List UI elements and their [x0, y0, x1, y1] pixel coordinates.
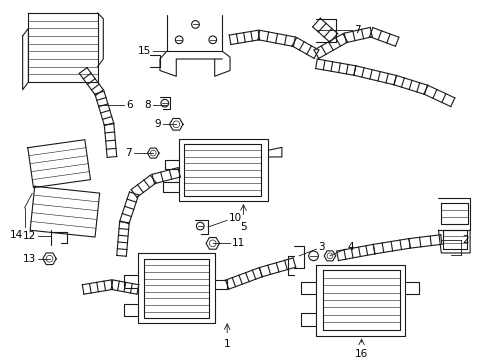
Text: 3: 3	[318, 242, 325, 252]
Text: 12: 12	[23, 231, 36, 241]
Text: 1: 1	[224, 339, 230, 350]
Text: 5: 5	[240, 222, 246, 232]
Text: 6: 6	[126, 100, 133, 110]
Text: 10: 10	[228, 213, 242, 224]
Text: 16: 16	[354, 349, 367, 359]
Text: 15: 15	[138, 46, 151, 56]
Text: 11: 11	[231, 238, 244, 248]
Text: 8: 8	[144, 100, 151, 110]
Text: 9: 9	[154, 119, 161, 129]
Text: 4: 4	[346, 242, 353, 252]
Text: 2: 2	[462, 234, 468, 244]
Text: 7: 7	[353, 25, 360, 35]
Text: 13: 13	[23, 254, 36, 264]
Text: 7: 7	[125, 148, 132, 158]
Text: 14: 14	[9, 230, 22, 240]
